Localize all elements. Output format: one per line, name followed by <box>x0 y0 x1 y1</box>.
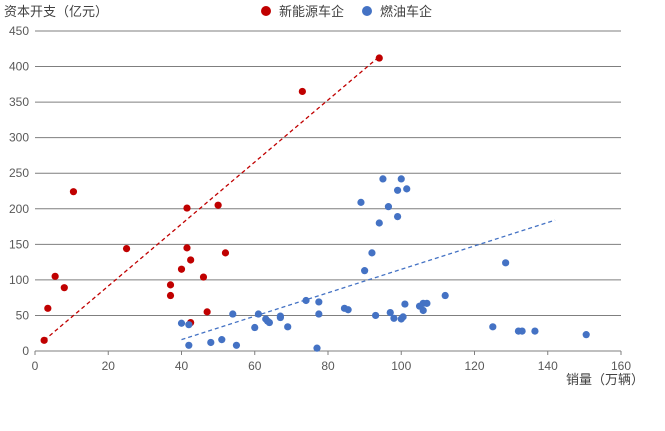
point-1-24 <box>372 311 380 320</box>
point-1-20 <box>344 306 352 314</box>
legend-marker-new-energy <box>261 6 271 16</box>
tick-labels: 0 50 100 150 200 250 300 350 400 450 0 20 40 60 80 100 1… <box>9 24 631 373</box>
point-0-13 <box>199 273 208 281</box>
y-tick-label: 400 <box>9 60 29 74</box>
point-0-6 <box>166 281 175 289</box>
point-0-3 <box>60 284 68 292</box>
y-axis-title: 资本开支（亿元） <box>4 4 108 19</box>
point-1-6 <box>232 341 241 349</box>
legend-label-new-energy: 新能源车企 <box>279 4 344 19</box>
point-0-1 <box>44 304 52 312</box>
point-1-15 <box>302 296 310 305</box>
point-1-26 <box>379 175 387 183</box>
point-1-39 <box>419 306 427 315</box>
point-1-8 <box>254 310 263 318</box>
x-tick-label: 80 <box>321 359 335 373</box>
point-0-4 <box>69 188 78 196</box>
point-1-11 <box>265 318 273 327</box>
point-1-18 <box>315 310 323 318</box>
point-1-25 <box>375 219 383 227</box>
point-0-0 <box>40 336 48 344</box>
trendlines <box>43 56 556 341</box>
y-tick-label: 0 <box>22 344 29 358</box>
y-tick-label: 150 <box>9 237 29 251</box>
point-1-32 <box>397 175 405 183</box>
x-tick-label: 100 <box>391 359 411 373</box>
y-tick-label: 200 <box>9 202 29 216</box>
x-tick-label: 140 <box>538 359 558 373</box>
point-1-23 <box>368 249 376 257</box>
point-0-16 <box>221 249 230 257</box>
point-0-5 <box>122 245 131 253</box>
point-1-42 <box>489 323 497 331</box>
point-1-34 <box>399 313 407 321</box>
x-axis-title: 销量（万辆） <box>566 372 644 387</box>
point-1-29 <box>390 314 398 322</box>
point-1-45 <box>518 327 526 335</box>
point-0-14 <box>203 308 211 316</box>
point-0-15 <box>214 201 222 209</box>
point-1-5 <box>229 310 237 318</box>
y-tick-label: 300 <box>9 131 29 145</box>
point-0-2 <box>51 272 59 280</box>
point-1-28 <box>386 309 394 317</box>
point-0-10 <box>183 244 191 252</box>
gridlines <box>35 30 621 316</box>
point-1-40 <box>423 299 431 307</box>
x-tick-label: 20 <box>102 359 116 373</box>
point-1-47 <box>582 331 590 339</box>
point-1-21 <box>357 198 365 206</box>
x-tick-label: 160 <box>611 359 631 373</box>
x-tick-label: 0 <box>32 359 39 373</box>
point-1-41 <box>441 291 449 300</box>
point-1-4 <box>218 336 226 344</box>
axes <box>34 350 622 355</box>
point-1-43 <box>502 259 510 267</box>
trendline-1 <box>181 219 556 341</box>
point-1-27 <box>384 203 393 211</box>
y-tick-label: 350 <box>9 95 29 109</box>
point-0-7 <box>166 291 175 300</box>
point-1-14 <box>284 323 292 331</box>
point-1-22 <box>361 267 369 275</box>
point-1-30 <box>393 186 402 194</box>
point-1-35 <box>401 300 409 308</box>
point-1-16 <box>313 344 321 352</box>
y-tick-label: 50 <box>16 308 30 322</box>
x-tick-label: 40 <box>175 359 189 373</box>
y-tick-label: 100 <box>9 273 29 287</box>
legend-marker-fuel <box>362 6 372 16</box>
point-1-46 <box>531 327 539 335</box>
data-points <box>40 54 590 352</box>
point-0-8 <box>177 265 186 273</box>
trendline-0 <box>43 56 380 341</box>
x-tick-label: 60 <box>248 359 262 373</box>
point-0-17 <box>298 87 306 96</box>
point-1-36 <box>403 185 411 193</box>
y-tick-label: 450 <box>9 24 29 38</box>
point-1-13 <box>276 312 284 320</box>
point-1-17 <box>315 298 323 306</box>
point-0-9 <box>183 204 191 212</box>
point-1-31 <box>393 213 402 221</box>
legend: 新能源车企 燃油车企 <box>261 4 432 19</box>
legend-label-fuel: 燃油车企 <box>380 4 432 19</box>
point-1-7 <box>251 323 259 332</box>
point-1-3 <box>207 338 215 347</box>
point-0-11 <box>187 256 195 264</box>
point-0-18 <box>375 54 383 62</box>
x-tick-label: 120 <box>464 359 484 373</box>
point-1-2 <box>185 341 193 349</box>
point-1-0 <box>177 319 186 327</box>
y-tick-label: 250 <box>9 166 29 180</box>
point-1-1 <box>185 321 193 329</box>
